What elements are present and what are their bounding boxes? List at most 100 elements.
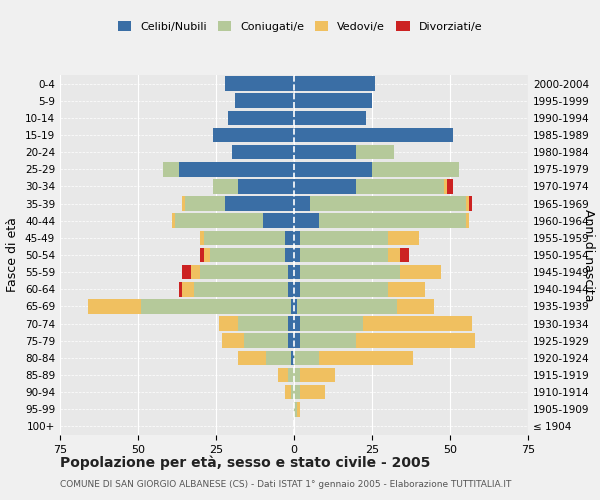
Bar [229, 110, 294, 125]
Bar [294, 94, 372, 108]
Bar [294, 299, 297, 314]
Bar [356, 145, 394, 160]
Bar [294, 179, 356, 194]
Bar [294, 385, 300, 400]
Bar [291, 299, 294, 314]
Bar [213, 128, 294, 142]
Bar [203, 248, 210, 262]
Bar [297, 299, 397, 314]
Bar [444, 179, 447, 194]
Bar [300, 316, 362, 331]
Bar [294, 334, 300, 348]
Bar [141, 299, 291, 314]
Text: Popolazione per età, sesso e stato civile - 2005: Popolazione per età, sesso e stato civil… [60, 455, 430, 469]
Bar [356, 179, 444, 194]
Bar [362, 316, 472, 331]
Bar [238, 350, 266, 365]
Bar [278, 368, 288, 382]
Bar [294, 350, 319, 365]
Bar [388, 230, 419, 245]
Bar [226, 196, 294, 211]
Bar [219, 316, 238, 331]
Bar [203, 230, 284, 245]
Bar [291, 385, 294, 400]
Bar [288, 368, 294, 382]
Bar [447, 179, 453, 194]
Bar [235, 94, 294, 108]
Bar [469, 196, 472, 211]
Bar [163, 162, 179, 176]
Bar [300, 282, 388, 296]
Bar [300, 334, 356, 348]
Bar [284, 248, 294, 262]
Bar [179, 162, 294, 176]
Legend: Celibi/Nubili, Coniugati/e, Vedovi/e, Divorziati/e: Celibi/Nubili, Coniugati/e, Vedovi/e, Di… [115, 18, 485, 36]
Bar [294, 230, 300, 245]
Bar [244, 334, 288, 348]
Bar [175, 214, 263, 228]
Bar [294, 282, 300, 296]
Bar [310, 196, 466, 211]
Bar [294, 162, 372, 176]
Bar [294, 76, 375, 91]
Bar [400, 248, 409, 262]
Bar [297, 402, 300, 416]
Bar [291, 350, 294, 365]
Bar [232, 145, 294, 160]
Bar [397, 299, 434, 314]
Text: COMUNE DI SAN GIORGIO ALBANESE (CS) - Dati ISTAT 1° gennaio 2005 - Elaborazione : COMUNE DI SAN GIORGIO ALBANESE (CS) - Da… [60, 480, 511, 489]
Bar [200, 248, 203, 262]
Bar [288, 282, 294, 296]
Bar [294, 316, 300, 331]
Bar [300, 248, 388, 262]
Bar [238, 316, 288, 331]
Bar [300, 368, 335, 382]
Bar [263, 214, 294, 228]
Bar [284, 385, 291, 400]
Bar [300, 385, 325, 400]
Bar [319, 350, 413, 365]
Bar [222, 334, 244, 348]
Bar [200, 230, 203, 245]
Bar [185, 196, 226, 211]
Bar [400, 265, 440, 280]
Bar [194, 282, 288, 296]
Bar [88, 299, 141, 314]
Bar [288, 265, 294, 280]
Bar [238, 179, 294, 194]
Y-axis label: Fasce di età: Fasce di età [7, 218, 19, 292]
Bar [182, 282, 194, 296]
Bar [356, 334, 475, 348]
Bar [300, 265, 400, 280]
Bar [210, 248, 284, 262]
Bar [294, 128, 453, 142]
Bar [288, 334, 294, 348]
Bar [388, 282, 425, 296]
Bar [172, 214, 175, 228]
Bar [226, 76, 294, 91]
Bar [466, 214, 469, 228]
Bar [294, 368, 300, 382]
Bar [266, 350, 291, 365]
Bar [284, 230, 294, 245]
Bar [372, 162, 460, 176]
Bar [200, 265, 288, 280]
Bar [466, 196, 469, 211]
Bar [182, 196, 185, 211]
Bar [294, 248, 300, 262]
Bar [294, 402, 297, 416]
Bar [319, 214, 466, 228]
Bar [388, 248, 400, 262]
Bar [294, 196, 310, 211]
Bar [179, 282, 182, 296]
Bar [300, 230, 388, 245]
Bar [294, 265, 300, 280]
Bar [294, 145, 356, 160]
Bar [182, 265, 191, 280]
Y-axis label: Anni di nascita: Anni di nascita [582, 209, 595, 301]
Bar [288, 316, 294, 331]
Bar [213, 179, 238, 194]
Bar [294, 110, 366, 125]
Bar [294, 214, 319, 228]
Bar [191, 265, 200, 280]
